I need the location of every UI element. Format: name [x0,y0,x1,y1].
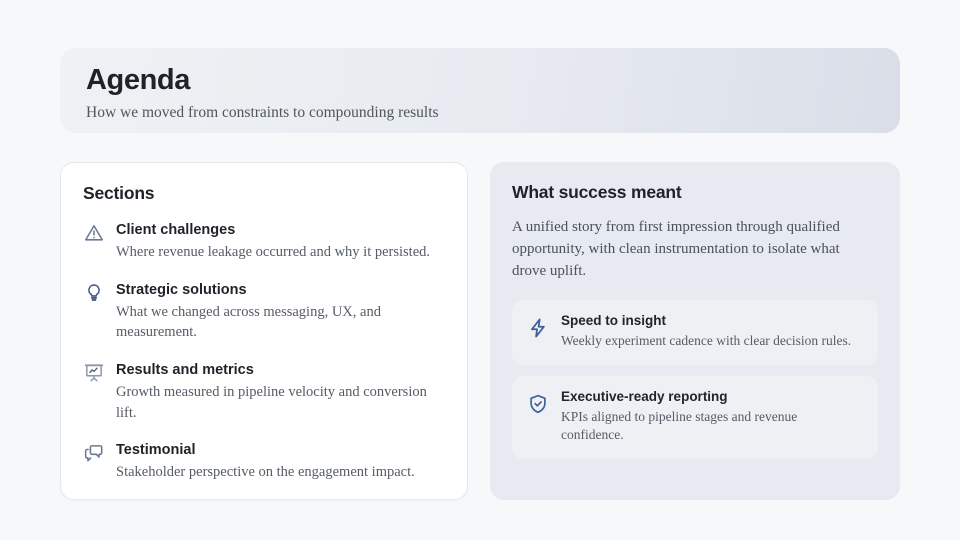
lightning-bolt-icon [527,317,549,339]
list-item[interactable]: Results and metrics Growth measured in p… [83,360,445,423]
list-item-body: Client challenges Where revenue leakage … [116,220,445,263]
list-item-description: What we changed across messaging, UX, an… [116,303,381,341]
lightbulb-icon [83,282,105,304]
slide-header: Agenda How we moved from constraints to … [60,48,900,133]
sections-list: Client challenges Where revenue leakage … [83,220,445,483]
presentation-chart-icon [83,362,105,384]
list-item[interactable]: Strategic solutions What we changed acro… [83,280,445,343]
list-item-description: Where revenue leakage occurred and why i… [116,244,431,261]
callout-body: Executive-ready reporting KPIs aligned t… [561,389,863,445]
callout-list: Speed to insight Weekly experiment caden… [512,300,878,459]
list-item-body: Testimonial Stakeholder perspective on t… [116,440,445,483]
sections-card: Sections Client challenges Where revenue… [60,162,468,500]
list-item-body: Results and metrics Growth measured in p… [116,360,445,423]
list-item[interactable]: Testimonial Stakeholder perspective on t… [83,440,445,483]
sections-card-title: Sections [83,183,155,203]
shield-check-icon [527,393,549,415]
page-subtitle: How we moved from constraints to compoun… [86,103,439,121]
success-card-title: What success meant [512,182,682,202]
list-item-title: Results and metrics [116,361,254,378]
list-item[interactable]: Client challenges Where revenue leakage … [83,220,445,263]
page-title: Agenda [86,64,190,96]
list-item-title: Testimonial [116,442,196,459]
warning-triangle-icon [83,222,105,244]
success-card-lead: A unified story from first impression th… [512,219,840,279]
list-item-description: Growth measured in pipeline velocity and… [116,384,427,421]
callout-item[interactable]: Speed to insight Weekly experiment caden… [512,300,878,365]
callout-description: Weekly experiment cadence with clear dec… [561,333,852,349]
callout-body: Speed to insight Weekly experiment caden… [561,313,863,351]
callout-title: Executive-ready reporting [561,388,728,404]
list-item-title: Strategic solutions [116,281,247,298]
callout-title: Speed to insight [561,313,667,329]
list-item-body: Strategic solutions What we changed acro… [116,280,445,343]
callout-description: KPIs aligned to pipeline stages and reve… [561,408,798,443]
list-item-description: Stakeholder perspective on the engagemen… [116,464,415,481]
content-columns: Sections Client challenges Where revenue… [60,162,900,500]
chat-bubbles-icon [83,442,105,464]
list-item-title: Client challenges [116,222,236,238]
callout-item[interactable]: Executive-ready reporting KPIs aligned t… [512,375,878,459]
success-card: What success meant A unified story from … [490,162,900,500]
